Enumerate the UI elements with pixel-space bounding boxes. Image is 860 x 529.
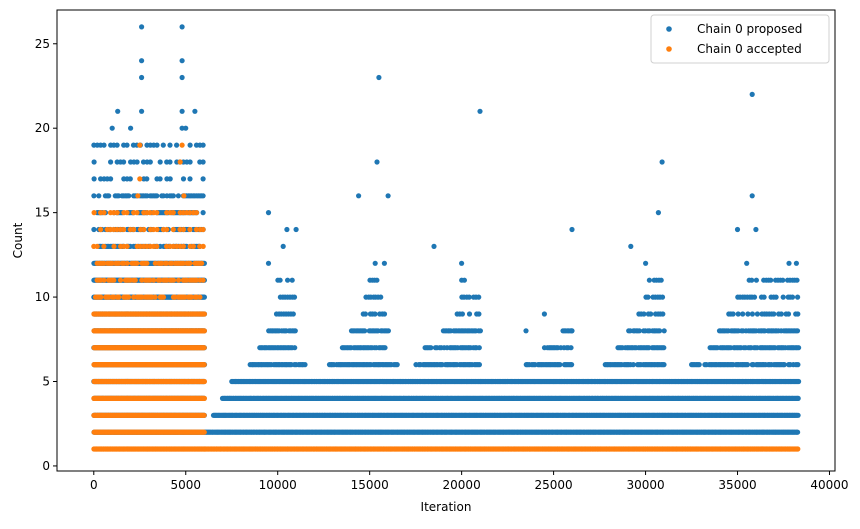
proposed-point [696, 362, 702, 368]
proposed-point [477, 328, 483, 334]
proposed-point [106, 193, 112, 199]
proposed-point [796, 378, 802, 385]
proposed-point [557, 362, 563, 368]
proposed-point [187, 176, 193, 182]
proposed-point [476, 345, 482, 351]
proposed-point [114, 142, 120, 148]
proposed-point [302, 362, 308, 368]
proposed-point [167, 159, 173, 165]
proposed-point [200, 210, 206, 216]
proposed-point [91, 193, 97, 199]
proposed-point [91, 226, 97, 233]
proposed-point [167, 176, 173, 182]
proposed-point [385, 328, 391, 334]
proposed-point [157, 159, 163, 165]
proposed-point [661, 328, 667, 334]
proposed-point [362, 328, 368, 334]
proposed-point [661, 362, 667, 368]
proposed-point [428, 345, 434, 351]
proposed-point [657, 328, 663, 334]
proposed-point [167, 142, 173, 148]
proposed-point [126, 193, 132, 199]
proposed-point [394, 362, 400, 368]
proposed-point [170, 193, 176, 199]
proposed-point [124, 142, 130, 148]
proposed-point [795, 429, 801, 435]
proposed-point [91, 159, 97, 165]
proposed-point [140, 159, 147, 165]
proposed-point [91, 176, 97, 182]
proposed-point [661, 345, 667, 351]
proposed-point [187, 142, 193, 148]
proposed-point [147, 159, 153, 165]
proposed-point [569, 362, 575, 368]
proposed-point [101, 142, 107, 148]
proposed-point [795, 362, 801, 368]
proposed-point [154, 142, 160, 148]
proposed-point [744, 362, 751, 368]
points-layer [91, 24, 802, 452]
proposed-point [180, 176, 187, 182]
proposed-point [200, 176, 206, 182]
proposed-point [108, 159, 114, 165]
proposed-point [174, 142, 180, 148]
proposed-point [160, 142, 166, 148]
proposed-point [96, 193, 102, 199]
proposed-point [200, 193, 206, 199]
proposed-point [382, 345, 388, 351]
proposed-point [201, 294, 207, 300]
proposed-point [292, 328, 298, 334]
proposed-point [144, 176, 150, 182]
proposed-point [796, 345, 802, 351]
proposed-point [108, 176, 114, 182]
proposed-point [568, 345, 574, 351]
proposed-point [795, 395, 801, 401]
proposed-point [187, 159, 193, 165]
proposed-point [200, 159, 206, 165]
proposed-point [476, 362, 482, 368]
proposed-point [292, 345, 298, 351]
proposed-point [127, 176, 133, 182]
proposed-point [200, 142, 206, 148]
proposed-point [154, 193, 160, 199]
proposed-point [134, 159, 140, 165]
proposed-point [175, 193, 181, 199]
proposed-point [795, 412, 801, 418]
proposed-point [157, 176, 163, 182]
proposed-point [121, 159, 127, 165]
